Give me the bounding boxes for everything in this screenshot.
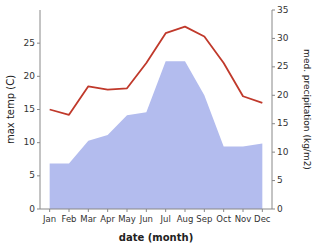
x-axis-label: date (month) bbox=[119, 232, 193, 243]
y2-tick bbox=[272, 209, 275, 210]
y-tick bbox=[37, 175, 40, 176]
y-tick-label: 15 bbox=[24, 104, 35, 114]
x-tick bbox=[69, 209, 70, 212]
x-tick bbox=[88, 209, 89, 212]
x-axis-line bbox=[40, 209, 272, 210]
y-tick bbox=[37, 109, 40, 110]
y-tick-label: 5 bbox=[29, 170, 35, 180]
x-tick-label: Aug bbox=[177, 214, 194, 224]
y2-tick bbox=[272, 10, 275, 11]
x-tick bbox=[243, 209, 244, 212]
x-tick-label: Dec bbox=[254, 214, 271, 224]
y-tick bbox=[37, 76, 40, 77]
y2-tick bbox=[272, 95, 275, 96]
y2-axis-line bbox=[272, 10, 273, 209]
x-tick bbox=[107, 209, 108, 212]
x-tick bbox=[49, 209, 50, 212]
y2-tick bbox=[272, 123, 275, 124]
y2-tick-label: 0 bbox=[277, 204, 283, 214]
y2-tick bbox=[272, 66, 275, 67]
x-tick-label: Nov bbox=[235, 214, 252, 224]
y2-axis-label: med. precipitation (kg/m2) bbox=[302, 49, 312, 170]
area bbox=[50, 61, 263, 209]
y2-tick bbox=[272, 152, 275, 153]
y-tick bbox=[37, 43, 40, 44]
x-tick-label: May bbox=[118, 214, 136, 224]
x-tick-label: Mar bbox=[80, 214, 97, 224]
x-tick-label: Jan bbox=[42, 214, 56, 224]
x-tick-label: Sep bbox=[196, 214, 212, 224]
y2-tick-label: 35 bbox=[277, 5, 288, 15]
line bbox=[50, 27, 263, 115]
y-tick-label: 20 bbox=[24, 71, 36, 81]
chart: 051015202505101520253035JanFebMarAprMayJ… bbox=[0, 0, 318, 247]
y2-tick-label: 20 bbox=[277, 90, 289, 100]
y-tick bbox=[37, 209, 40, 210]
x-tick bbox=[223, 209, 224, 212]
x-tick bbox=[127, 209, 128, 212]
y2-tick-label: 15 bbox=[277, 118, 288, 128]
x-tick bbox=[204, 209, 205, 212]
y2-tick bbox=[272, 38, 275, 39]
y2-tick-label: 25 bbox=[277, 61, 288, 71]
x-tick-label: Jul bbox=[160, 214, 171, 224]
x-tick bbox=[146, 209, 147, 212]
plot-marks bbox=[50, 27, 263, 209]
y2-tick-label: 5 bbox=[277, 175, 283, 185]
y2-tick bbox=[272, 180, 275, 181]
y-axis-label: max temp (C) bbox=[5, 75, 16, 144]
y-tick-label: 0 bbox=[29, 204, 35, 214]
y-tick-label: 25 bbox=[24, 38, 35, 48]
x-tick bbox=[185, 209, 186, 212]
x-tick-label: Apr bbox=[100, 214, 115, 224]
x-tick-label: Oct bbox=[216, 214, 231, 224]
x-tick-label: Jun bbox=[139, 214, 153, 224]
x-tick bbox=[165, 209, 166, 212]
y-tick-label: 10 bbox=[24, 137, 36, 147]
y2-tick-label: 10 bbox=[277, 147, 289, 157]
y2-tick-label: 30 bbox=[277, 33, 289, 43]
y-tick bbox=[37, 142, 40, 143]
x-tick-label: Feb bbox=[61, 214, 76, 224]
x-tick bbox=[262, 209, 263, 212]
